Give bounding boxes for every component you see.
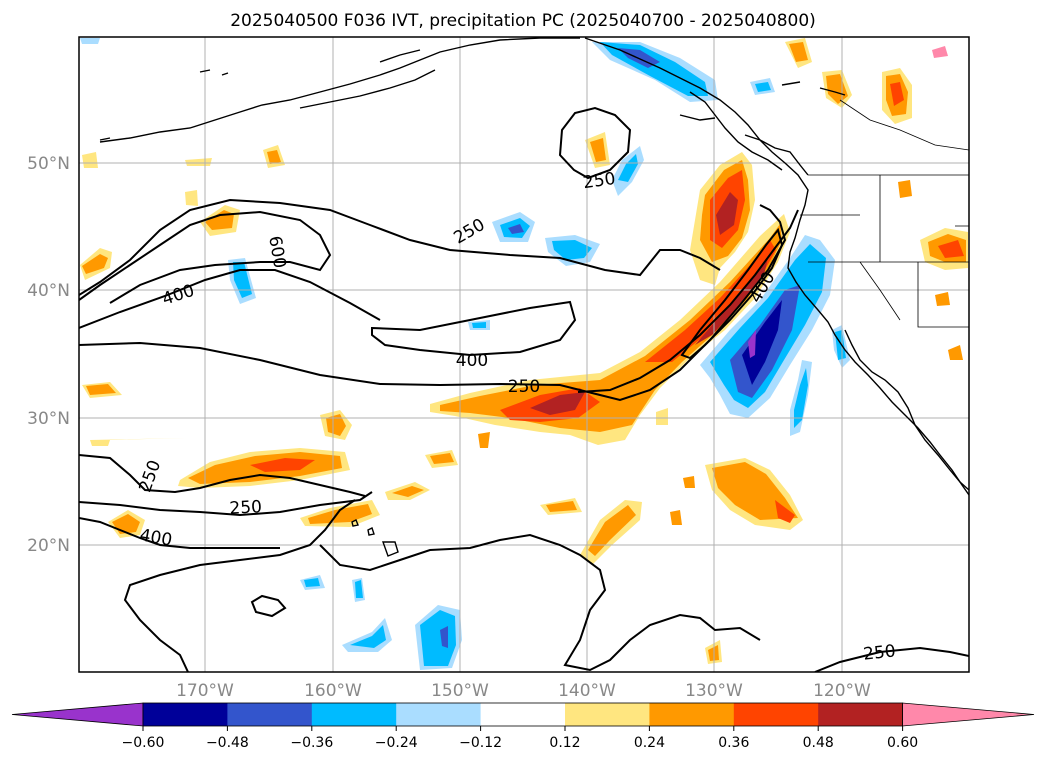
map-panel: 250 250 600 400 400 400 250 250 250 400 … xyxy=(79,37,969,672)
lon-label: 140°W xyxy=(558,681,616,701)
lon-label: 130°W xyxy=(685,681,743,701)
colorbar-tick-label: −0.60 xyxy=(122,735,165,751)
colorbar-tick-label: −0.48 xyxy=(206,735,249,751)
ivt-contour-250-closed xyxy=(558,106,632,180)
lat-label: 50°N xyxy=(27,154,70,174)
colorbar-tick-label: 0.48 xyxy=(803,735,834,751)
colorbar-swatch xyxy=(818,703,904,726)
colorbar-frame xyxy=(142,702,903,727)
longitude-labels: 170°W 160°W 150°W 140°W 130°W 120°W xyxy=(176,681,871,701)
colorbar-swatch xyxy=(227,703,313,726)
latitude-labels: 50°N 40°N 30°N 20°N xyxy=(27,154,70,556)
colorbar-swatch xyxy=(480,703,566,726)
lat-label: 40°N xyxy=(27,281,70,301)
ivt-label: 250 xyxy=(229,497,262,519)
state-borders xyxy=(800,99,969,328)
colorbar-tick-label: 0.36 xyxy=(718,735,749,751)
ivt-contour-600 xyxy=(79,210,332,304)
ivt-contours xyxy=(79,106,969,672)
ivt-contour-400-south xyxy=(79,517,280,549)
hawaii-islands xyxy=(351,519,399,557)
map-frame xyxy=(78,36,970,673)
baja-coast xyxy=(844,329,969,491)
ivt-contour-400-east xyxy=(680,227,784,360)
canada-coast xyxy=(584,37,969,496)
gridlines xyxy=(79,37,969,672)
ivt-label: 400 xyxy=(456,351,488,371)
ivt-label: 250 xyxy=(508,377,540,397)
lat-label: 30°N xyxy=(27,409,70,429)
coastlines xyxy=(99,37,969,557)
colorbar-tick-label: −0.12 xyxy=(459,735,502,751)
lon-label: 170°W xyxy=(176,681,234,701)
colorbar-swatch xyxy=(143,703,228,726)
atmospheric-river-band xyxy=(430,214,790,445)
colorbar-tick-label: 0.24 xyxy=(634,735,665,751)
ivt-contour-250-tropic xyxy=(123,499,356,672)
lon-label: 160°W xyxy=(304,681,362,701)
colorbar-swatch xyxy=(311,703,397,726)
colorbar-swatch xyxy=(396,703,482,726)
colorbar-tick-label: −0.36 xyxy=(290,735,333,751)
colorbar-tick-label: 0.60 xyxy=(887,735,918,751)
map-title: 2025040500 F036 IVT, precipitation PC (2… xyxy=(230,11,816,31)
colorbar-extend-min xyxy=(11,702,144,727)
ivt-contour-400-west xyxy=(79,269,381,329)
lon-label: 120°W xyxy=(813,681,871,701)
colorbar-swatch xyxy=(649,703,735,726)
colorbar-swatch xyxy=(565,703,650,726)
ivt-contour-250-south xyxy=(79,491,373,517)
ivt-label: 250 xyxy=(862,641,896,664)
colorbar-extend-max xyxy=(902,702,1035,727)
ivt-label: 250 xyxy=(582,169,617,193)
lat-label: 20°N xyxy=(27,536,70,556)
colorbar-tick-label: 0.12 xyxy=(549,735,580,751)
colorbar-tick-label: −0.24 xyxy=(375,735,418,751)
colorbar: −0.60 −0.48 −0.36 −0.24 −0.12 0.12 0.24 0.36 0.4… xyxy=(11,702,1035,751)
ivt-contour-250-north xyxy=(79,198,721,296)
alaska-coast xyxy=(99,37,580,143)
colorbar-swatch xyxy=(733,703,819,726)
lon-label: 150°W xyxy=(431,681,489,701)
ivt-contour-400-mid xyxy=(371,300,577,357)
ivt-contour-250-subtropic xyxy=(79,454,366,497)
precipitation-positive-fields xyxy=(80,38,968,664)
